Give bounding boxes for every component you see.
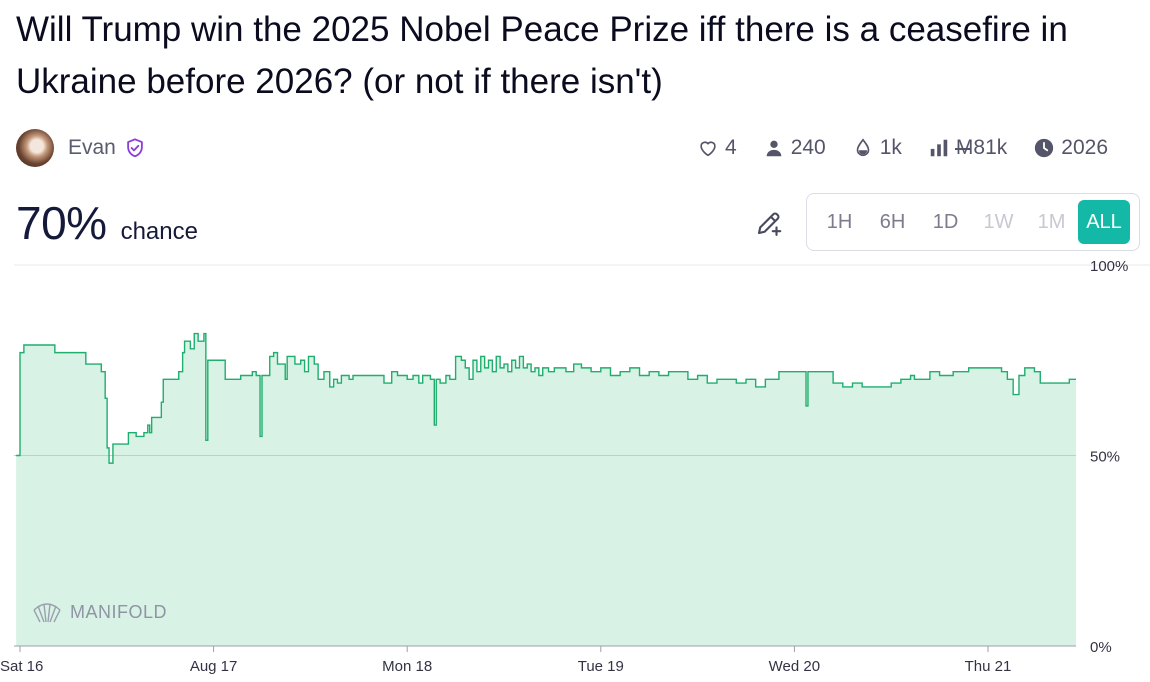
- range-button-6h[interactable]: 6H: [879, 210, 906, 233]
- verified-shield-icon: [127, 138, 143, 158]
- probability-chart: 100% 50% 0% Sat 16 Aug 17 Mon 18 Tue 19 Wed 20 T…: [0, 258, 1150, 675]
- x-tick-label: Aug 17: [190, 658, 238, 675]
- author-name[interactable]: Evan: [68, 136, 116, 159]
- author-info[interactable]: Evan: [16, 128, 146, 168]
- volume-amount: 81k: [973, 136, 1008, 159]
- probability-label: chance: [120, 218, 198, 245]
- probability-line: [16, 332, 1076, 464]
- range-button-1d[interactable]: 1D: [932, 210, 959, 233]
- bar-chart-icon: [930, 139, 948, 157]
- x-tick-label: Sat 16: [0, 658, 43, 675]
- likes-count: 4: [725, 136, 737, 159]
- market-stats: 4 240 1k M81k 2026: [697, 132, 1108, 164]
- x-tick-label: Wed 20: [769, 658, 820, 675]
- range-button-1h[interactable]: 1H: [826, 210, 853, 233]
- x-tick-label: Mon 18: [382, 658, 432, 675]
- y-tick-label: 0%: [1090, 639, 1112, 656]
- x-tick-label: Tue 19: [578, 658, 624, 675]
- mana-symbol: M: [955, 136, 974, 159]
- range-button-1m: 1M: [1037, 210, 1066, 233]
- watermark-text: MANIFOLD: [70, 601, 168, 622]
- traders-stat[interactable]: 240: [763, 136, 826, 160]
- author-avatar[interactable]: [16, 129, 54, 167]
- time-range-selector: 1H 6H 1D 1W 1M ALL: [806, 193, 1140, 251]
- close-year: 2026: [1061, 136, 1108, 159]
- y-tick-label: 50%: [1090, 449, 1120, 466]
- user-icon: [766, 140, 782, 157]
- probability-area: [16, 333, 1076, 646]
- clock-icon: [1035, 138, 1054, 158]
- probability-value: 70%: [16, 197, 107, 249]
- likes-stat[interactable]: 4: [697, 136, 737, 160]
- manifold-logo-icon: [33, 603, 61, 623]
- close-date-stat[interactable]: 2026: [1033, 136, 1108, 160]
- volume-stat[interactable]: M81k: [928, 136, 1007, 160]
- edit-button[interactable]: [752, 206, 786, 240]
- probability-display: 70% chance: [16, 196, 198, 250]
- range-button-1w: 1W: [983, 210, 1014, 233]
- market-title: Will Trump win the 2025 Nobel Peace Priz…: [16, 10, 1068, 101]
- y-tick-label: 100%: [1090, 258, 1128, 275]
- pencil-plus-icon: [757, 212, 782, 236]
- traders-count: 240: [790, 136, 826, 159]
- manifold-watermark: MANIFOLD: [32, 600, 167, 624]
- x-tick-label: Thu 21: [965, 658, 1012, 675]
- liquidity-amount: 1k: [879, 136, 902, 159]
- range-button-all[interactable]: ALL: [1078, 200, 1130, 244]
- droplet-icon: [856, 138, 870, 157]
- heart-icon: [700, 141, 716, 157]
- liquidity-stat[interactable]: 1k: [852, 136, 902, 160]
